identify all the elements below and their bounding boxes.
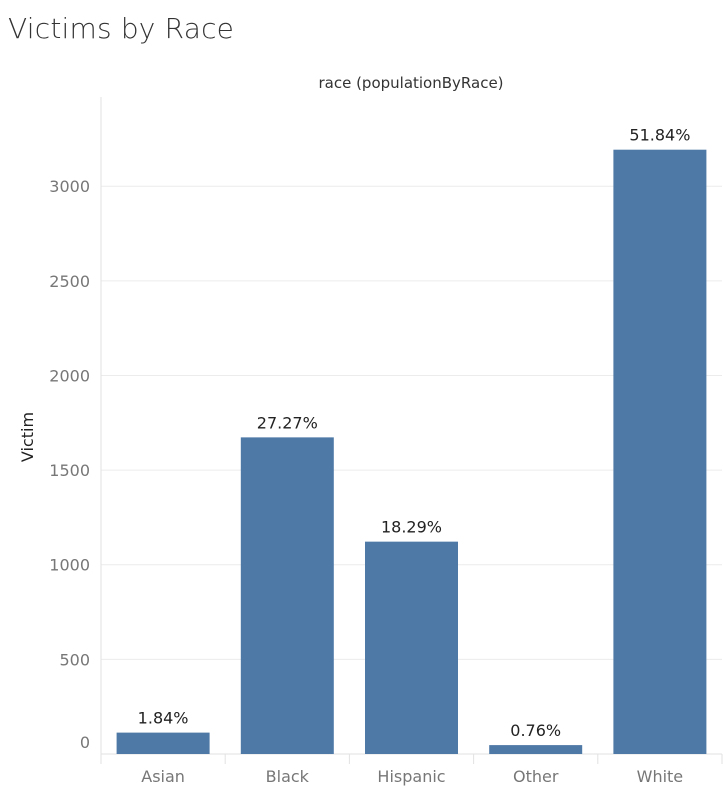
data-label-white: 51.84% — [629, 126, 690, 145]
bar-black[interactable] — [240, 437, 334, 754]
category-label-hispanic: Hispanic — [377, 767, 445, 786]
bar-hispanic[interactable] — [365, 541, 458, 754]
category-label-white: White — [637, 767, 684, 786]
bars — [116, 149, 707, 755]
data-label-hispanic: 18.29% — [381, 518, 442, 537]
y-tick-label: 1000 — [49, 556, 90, 575]
bar-other[interactable] — [489, 745, 583, 754]
category-label-black: Black — [266, 767, 310, 786]
category-label-other: Other — [513, 767, 559, 786]
y-tick-label: 2000 — [49, 366, 90, 385]
category-label-asian: Asian — [141, 767, 185, 786]
data-labels: 1.84% 27.27% 18.29% 0.76% 51.84% — [138, 126, 691, 740]
y-axis-label: Victim — [18, 412, 37, 462]
data-label-black: 27.27% — [257, 413, 318, 432]
chart-title: Victims by Race — [8, 12, 235, 45]
y-tick-label: 0 — [80, 733, 90, 752]
data-label-asian: 1.84% — [138, 709, 189, 728]
y-tick-label: 3000 — [49, 177, 90, 196]
data-label-other: 0.76% — [510, 721, 561, 740]
y-tick-label: 2500 — [49, 272, 90, 291]
y-tick-label: 1500 — [49, 461, 90, 480]
column-header: race (populationByRace) — [318, 74, 503, 92]
bar-white[interactable] — [613, 149, 707, 755]
bar-asian[interactable] — [116, 732, 210, 754]
y-axis-ticks: 0 500 1000 1500 2000 2500 3000 — [49, 177, 90, 752]
x-axis-categories: Asian Black Hispanic Other White — [141, 767, 683, 786]
y-tick-label: 500 — [59, 650, 90, 669]
